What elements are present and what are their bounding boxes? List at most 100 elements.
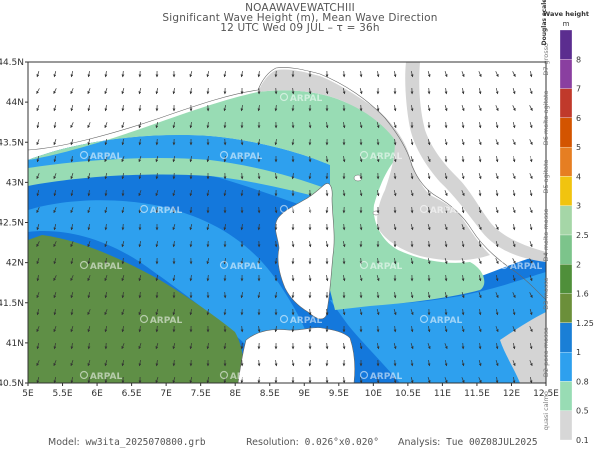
- arpal-logo-icon: [139, 92, 149, 102]
- wave-arrow: [444, 359, 448, 367]
- wave-arrow: [410, 325, 414, 333]
- wave-arrow: [138, 275, 142, 282]
- wave-arrow: [478, 292, 482, 299]
- wave-arrow: [155, 206, 159, 214]
- wave-arrow: [155, 377, 159, 383]
- wave-arrow: [172, 224, 176, 231]
- wave-arrow: [121, 70, 125, 78]
- y-tick-label: 44.5N: [0, 58, 24, 68]
- wave-arrow: [206, 189, 210, 197]
- watermark-text: ARPAL: [510, 262, 543, 272]
- watermark-text: ARPAL: [150, 206, 183, 216]
- arpal-logo-icon: [219, 150, 229, 160]
- wave-arrow: [70, 342, 74, 350]
- wave-arrow: [444, 258, 448, 265]
- wave-arrow: [70, 241, 74, 248]
- wave-arrow: [257, 104, 261, 112]
- wave-arrow: [223, 223, 227, 231]
- resolution-label: Resolution:: [246, 437, 299, 448]
- arpal-logo-icon: [79, 150, 89, 160]
- wave-arrow: [155, 190, 159, 197]
- arpal-logo-icon: [359, 370, 369, 380]
- wave-arrow: [121, 122, 125, 129]
- wave-arrow: [87, 309, 91, 316]
- wave-arrow: [393, 190, 397, 197]
- wave-arrow: [206, 308, 210, 316]
- wave-arrow: [240, 189, 244, 197]
- wave-arrow: [495, 139, 499, 146]
- footer-model: Model: ww3ita_2025070800.grb: [48, 437, 206, 448]
- douglas-scale-label: D2 poco mosso: [542, 327, 550, 377]
- wave-arrow: [274, 240, 278, 248]
- wave-arrow: [325, 155, 329, 163]
- wave-arrow: [138, 343, 142, 350]
- wave-arrow: [189, 224, 193, 231]
- wave-arrow: [427, 343, 431, 350]
- wave-arrow: [87, 70, 91, 78]
- wave-arrow: [308, 274, 312, 282]
- colorbar-swatch: [559, 293, 573, 324]
- colorbar-swatch: [559, 88, 573, 119]
- analysis-label: Analysis:: [398, 437, 441, 448]
- wave-arrow: [325, 121, 329, 129]
- wave-arrow: [478, 342, 482, 350]
- wave-arrow: [155, 343, 159, 350]
- wave-arrow: [189, 308, 193, 316]
- y-tick-label: 43N: [6, 178, 24, 188]
- wave-arrow: [444, 172, 448, 180]
- wave-arrow: [308, 308, 312, 316]
- wave-arrow: [393, 377, 397, 383]
- wave-arrow: [189, 71, 193, 78]
- wave-arrow: [172, 359, 176, 367]
- wave-arrow: [529, 207, 533, 214]
- wave-arrow: [410, 138, 414, 146]
- wave-arrow: [53, 342, 57, 350]
- wave-arrow: [512, 207, 516, 214]
- wave-arrow: [104, 241, 108, 248]
- wave-arrow: [189, 155, 193, 163]
- wave-arrow: [104, 189, 108, 197]
- wave-arrow: [308, 121, 312, 129]
- colorbar-swatch: [559, 234, 573, 265]
- wave-arrow: [529, 173, 533, 180]
- wave-arrow: [461, 240, 465, 248]
- wave-arrow: [444, 71, 448, 78]
- wave-arrow: [138, 291, 142, 299]
- colorbar-swatch: [559, 322, 573, 353]
- wave-arrow: [206, 258, 210, 265]
- wave-arrow: [172, 308, 176, 316]
- wave-arrow: [512, 155, 516, 163]
- wave-arrow: [478, 274, 482, 282]
- map-plot-area: ARPAL ARPAL ARPAL ARPAL ARPAL ARPAL ARPAL ARPAL…: [28, 62, 546, 383]
- wave-arrow: [172, 87, 176, 95]
- wave-arrow: [376, 223, 380, 231]
- wave-arrow: [495, 189, 499, 197]
- wave-arrow: [308, 359, 312, 367]
- wave-arrow: [444, 87, 448, 95]
- wave-arrow: [325, 359, 329, 367]
- wave-arrow: [495, 326, 499, 333]
- y-tick-label: 42.5N: [0, 219, 24, 229]
- wave-arrow: [461, 377, 465, 383]
- wave-arrow: [512, 376, 516, 383]
- wave-arrow: [274, 70, 278, 78]
- wave-arrow: [104, 275, 108, 282]
- wave-arrow: [393, 257, 397, 265]
- wave-arrow: [444, 206, 448, 214]
- wave-arrow: [410, 172, 414, 180]
- colorbar-swatch: [559, 205, 573, 236]
- wave-arrow: [393, 122, 397, 129]
- wave-arrow: [104, 223, 108, 231]
- wave-arrow: [308, 325, 312, 333]
- wave-arrow: [121, 275, 125, 282]
- wave-arrow: [461, 292, 465, 299]
- wave-arrow: [478, 105, 482, 112]
- resolution-value: 0.026°x0.020°: [304, 437, 379, 448]
- wave-arrow: [70, 308, 74, 316]
- wave-arrow: [478, 155, 482, 163]
- wave-arrow: [172, 206, 176, 214]
- wave-arrow: [36, 241, 40, 247]
- wave-arrow: [461, 155, 465, 163]
- wave-arrow: [121, 207, 125, 214]
- wave-arrow: [36, 190, 40, 197]
